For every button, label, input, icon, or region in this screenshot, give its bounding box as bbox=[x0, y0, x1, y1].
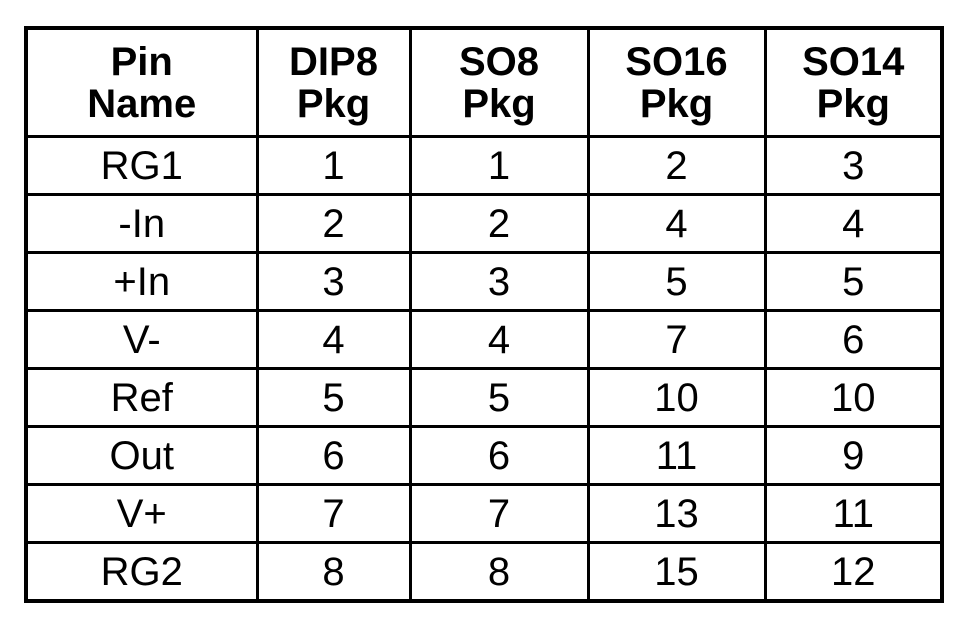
so16-cell: 4 bbox=[586, 193, 767, 254]
dip8-cell: 4 bbox=[255, 309, 412, 370]
header-line: SO14 bbox=[802, 39, 905, 84]
so8-cell: 3 bbox=[408, 251, 590, 312]
dip8-cell: 7 bbox=[255, 483, 412, 544]
table-row: -In 2 2 4 4 bbox=[24, 193, 944, 254]
so8-cell: 2 bbox=[408, 193, 590, 254]
table-row: Ref 5 5 10 10 bbox=[24, 367, 944, 428]
so8-cell: 4 bbox=[408, 309, 590, 370]
header-line: Pkg bbox=[296, 81, 371, 126]
table-row: RG1 1 1 2 3 bbox=[24, 135, 944, 196]
so16-cell: 10 bbox=[586, 367, 767, 428]
header-line: DIP8 bbox=[289, 39, 378, 84]
header-line: Pin bbox=[110, 39, 173, 84]
so14-cell: 6 bbox=[763, 309, 944, 370]
header-line: SO8 bbox=[458, 39, 540, 84]
pin-name-cell: +In bbox=[24, 251, 259, 312]
so14-cell: 4 bbox=[763, 193, 944, 254]
so8-cell: 5 bbox=[408, 367, 590, 428]
table-row: Out 6 6 11 9 bbox=[24, 425, 944, 486]
header-row: Pin Name DIP8 Pkg SO8 Pkg SO16 Pkg SO14 … bbox=[24, 26, 944, 138]
so16-cell: 11 bbox=[586, 425, 767, 486]
table-row: RG2 8 8 15 12 bbox=[24, 541, 944, 603]
so14-cell: 9 bbox=[763, 425, 944, 486]
table-header: Pin Name DIP8 Pkg SO8 Pkg SO16 Pkg SO14 … bbox=[24, 26, 944, 138]
table-body: RG1 1 1 2 3 -In 2 2 4 4 +In 3 3 5 5 V- 4… bbox=[24, 135, 944, 603]
so16-cell: 15 bbox=[586, 541, 767, 603]
so16-cell: 2 bbox=[586, 135, 767, 196]
header-line: Pkg bbox=[462, 81, 536, 126]
header-so14-pkg: SO14 Pkg bbox=[763, 26, 944, 138]
so14-cell: 3 bbox=[763, 135, 944, 196]
so8-cell: 6 bbox=[408, 425, 590, 486]
so16-cell: 7 bbox=[586, 309, 767, 370]
dip8-cell: 1 bbox=[255, 135, 412, 196]
header-so16-pkg: SO16 Pkg bbox=[586, 26, 767, 138]
table-row: V- 4 4 7 6 bbox=[24, 309, 944, 370]
pin-name-cell: RG2 bbox=[24, 541, 259, 603]
so16-cell: 13 bbox=[586, 483, 767, 544]
dip8-cell: 8 bbox=[255, 541, 412, 603]
so14-cell: 11 bbox=[763, 483, 944, 544]
header-pin-name: Pin Name bbox=[24, 26, 259, 138]
pin-name-cell: Ref bbox=[24, 367, 259, 428]
table-row: +In 3 3 5 5 bbox=[24, 251, 944, 312]
header-dip8-pkg: DIP8 Pkg bbox=[255, 26, 412, 138]
so8-cell: 1 bbox=[408, 135, 590, 196]
so14-cell: 5 bbox=[763, 251, 944, 312]
pin-assignment-table: Pin Name DIP8 Pkg SO8 Pkg SO16 Pkg SO14 … bbox=[24, 26, 944, 603]
pin-name-cell: V+ bbox=[24, 483, 259, 544]
header-line: Name bbox=[87, 81, 197, 126]
so16-cell: 5 bbox=[586, 251, 767, 312]
so8-cell: 7 bbox=[408, 483, 590, 544]
dip8-cell: 2 bbox=[255, 193, 412, 254]
header-line: Pkg bbox=[816, 81, 890, 126]
header-line: Pkg bbox=[639, 81, 714, 126]
dip8-cell: 6 bbox=[255, 425, 412, 486]
dip8-cell: 5 bbox=[255, 367, 412, 428]
dip8-cell: 3 bbox=[255, 251, 412, 312]
so14-cell: 12 bbox=[763, 541, 944, 603]
table-row: V+ 7 7 13 11 bbox=[24, 483, 944, 544]
pin-name-cell: -In bbox=[24, 193, 259, 254]
header-line: SO16 bbox=[625, 39, 728, 84]
so8-cell: 8 bbox=[408, 541, 590, 603]
pin-name-cell: RG1 bbox=[24, 135, 259, 196]
pin-name-cell: Out bbox=[24, 425, 259, 486]
so14-cell: 10 bbox=[763, 367, 944, 428]
pin-name-cell: V- bbox=[24, 309, 259, 370]
header-so8-pkg: SO8 Pkg bbox=[408, 26, 590, 138]
